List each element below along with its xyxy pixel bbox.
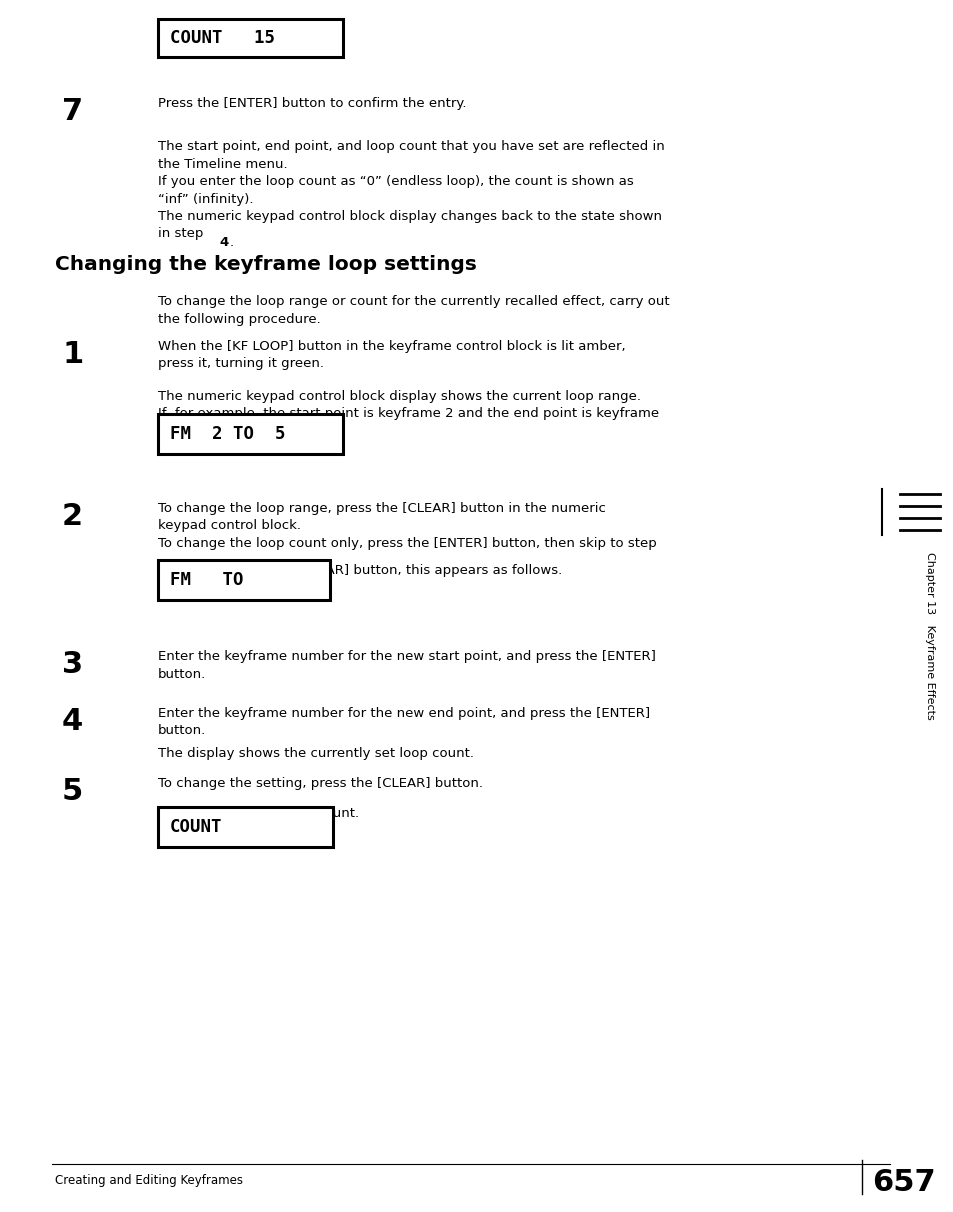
Text: When you press the [CLEAR] button, this appears as follows.: When you press the [CLEAR] button, this … bbox=[158, 564, 561, 577]
Bar bbox=[158, 560, 330, 600]
Bar bbox=[158, 807, 333, 847]
Text: 2: 2 bbox=[62, 502, 83, 531]
Text: .: . bbox=[230, 235, 233, 248]
Bar bbox=[158, 19, 343, 57]
Text: FM  2 TO  5: FM 2 TO 5 bbox=[170, 425, 285, 444]
Text: Chapter 13   Keyframe Effects: Chapter 13 Keyframe Effects bbox=[924, 551, 934, 720]
Text: This clears the set loop count.: This clears the set loop count. bbox=[158, 807, 358, 821]
Text: The numeric keypad control block display shows the current loop range.
If, for e: The numeric keypad control block display… bbox=[158, 390, 659, 438]
Text: Enter the keyframe number for the new start point, and press the [ENTER]
button.: Enter the keyframe number for the new st… bbox=[158, 650, 656, 680]
Text: 7: 7 bbox=[62, 97, 83, 126]
Text: 3: 3 bbox=[62, 650, 83, 679]
Text: Press the [ENTER] button to confirm the entry.: Press the [ENTER] button to confirm the … bbox=[158, 97, 466, 110]
Text: COUNT   15: COUNT 15 bbox=[170, 29, 274, 47]
Bar bbox=[158, 415, 343, 454]
Text: 6: 6 bbox=[158, 560, 167, 572]
Text: To change the loop range or count for the currently recalled effect, carry out
t: To change the loop range or count for th… bbox=[158, 295, 669, 326]
Text: When the [KF LOOP] button in the keyframe control block is lit amber,
press it, : When the [KF LOOP] button in the keyfram… bbox=[158, 341, 625, 371]
Text: 1: 1 bbox=[62, 341, 83, 368]
Text: The start point, end point, and loop count that you have set are reflected in
th: The start point, end point, and loop cou… bbox=[158, 141, 664, 240]
Text: .: . bbox=[169, 560, 172, 572]
Text: Changing the keyframe loop settings: Changing the keyframe loop settings bbox=[55, 255, 476, 274]
Text: FM   TO: FM TO bbox=[170, 571, 243, 589]
Text: To change the setting, press the [CLEAR] button.: To change the setting, press the [CLEAR]… bbox=[158, 777, 482, 790]
Text: Creating and Editing Keyframes: Creating and Editing Keyframes bbox=[55, 1174, 243, 1187]
Text: The display shows the currently set loop count.: The display shows the currently set loop… bbox=[158, 747, 474, 760]
Text: 657: 657 bbox=[871, 1168, 935, 1197]
Text: 5: 5 bbox=[62, 777, 83, 806]
Text: Enter the keyframe number for the new end point, and press the [ENTER]
button.: Enter the keyframe number for the new en… bbox=[158, 707, 649, 737]
Text: 4: 4 bbox=[219, 235, 228, 248]
Text: To change the loop range, press the [CLEAR] button in the numeric
keypad control: To change the loop range, press the [CLE… bbox=[158, 502, 656, 567]
Text: 4: 4 bbox=[62, 707, 83, 736]
Text: COUNT: COUNT bbox=[170, 818, 222, 836]
